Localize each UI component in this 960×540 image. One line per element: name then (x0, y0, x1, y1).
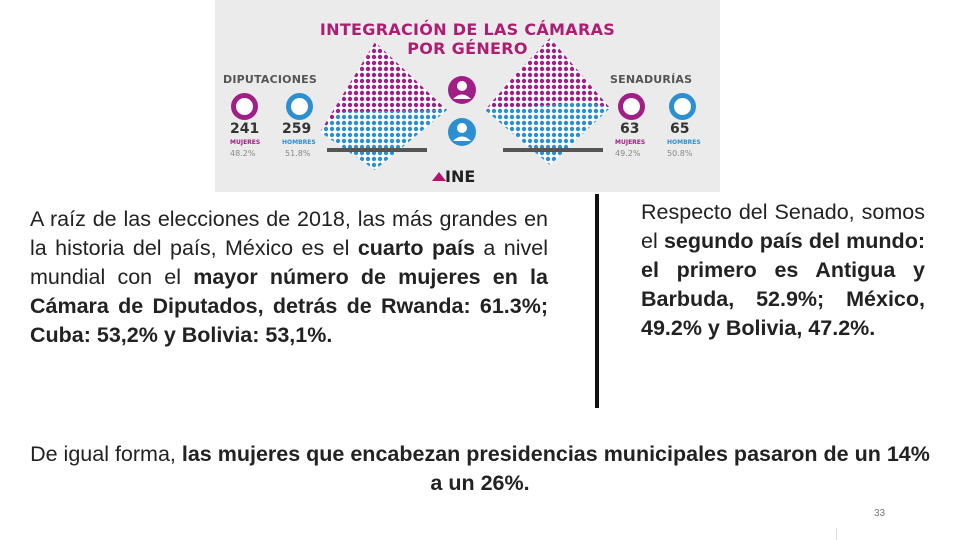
right-text-1: Respecto del Senado, somos el (641, 200, 925, 253)
diputaciones-hombres-count: 259 (282, 121, 312, 137)
footer-divider (836, 528, 837, 540)
left-bold-1: cuarto país (357, 236, 475, 260)
senadurias-mujeres-pct: 49.2% (615, 149, 641, 158)
bottom-paragraph: De igual forma, las mujeres que encabeza… (30, 440, 930, 498)
diputaciones-mujeres-count: 241 (230, 121, 260, 137)
diputaciones-mujeres-seats (340, 42, 447, 112)
infographic-title-line1: INTEGRACIÓN DE LAS CÁMARAS (319, 20, 616, 39)
left-text-2: a nivel mundial con el (30, 236, 549, 289)
infographic-title-line2: POR GÉNERO (407, 39, 528, 58)
bottom-text-1: De igual forma, (30, 442, 182, 466)
diputaciones-mujeres-pct: 48.2% (230, 149, 256, 158)
senadurias-hombres-label: HOMBRES (667, 139, 701, 146)
senadurias-mujeres-seats (485, 38, 587, 110)
hombres-circle-icon (286, 93, 313, 120)
senadurias-hombres-count: 65 (670, 121, 690, 137)
diputaciones-hombres-pct: 51.8% (285, 149, 311, 158)
ine-logo-text: INE (445, 167, 476, 186)
diputaciones-label: DIPUTACIONES (223, 73, 317, 86)
man-icon (448, 118, 476, 146)
diputaciones-hombres-seats (320, 110, 447, 170)
ine-logo-icon (432, 172, 446, 181)
mujeres-circle-icon (618, 93, 645, 120)
column-divider (595, 194, 599, 408)
mujeres-circle-icon (231, 93, 258, 120)
left-bold-2: mayor número de mujeres en la Cámara de … (30, 265, 548, 347)
senadurias-mujeres-label: MUJERES (615, 139, 646, 146)
hombres-circle-icon (669, 93, 696, 120)
senadurias-hombres-pct: 50.8% (667, 149, 693, 158)
diputaciones-mujeres-label: MUJERES (230, 139, 261, 146)
woman-icon (448, 76, 476, 104)
senadurias-hombres-seats (485, 102, 610, 165)
infographic-banner: INTEGRACIÓN DE LAS CÁMARAS POR GÉNERO DI… (215, 0, 720, 192)
senadurias-label: SENADURÍAS (610, 73, 693, 86)
left-text-1: A raíz de las elecciones de 2018, las má… (30, 207, 548, 260)
right-bold-1: segundo país del mundo: el primero es An… (641, 229, 925, 340)
seat-diamonds (320, 38, 610, 170)
right-paragraph: Respecto del Senado, somos el segundo pa… (641, 198, 925, 343)
diputaciones-hombres-label: HOMBRES (282, 139, 316, 146)
left-paragraph: A raíz de las elecciones de 2018, las má… (30, 205, 548, 350)
page-number: 33 (874, 508, 886, 519)
senadurias-mujeres-count: 63 (620, 121, 640, 137)
bottom-bold-1: las mujeres que encabezan presidencias m… (181, 442, 930, 495)
